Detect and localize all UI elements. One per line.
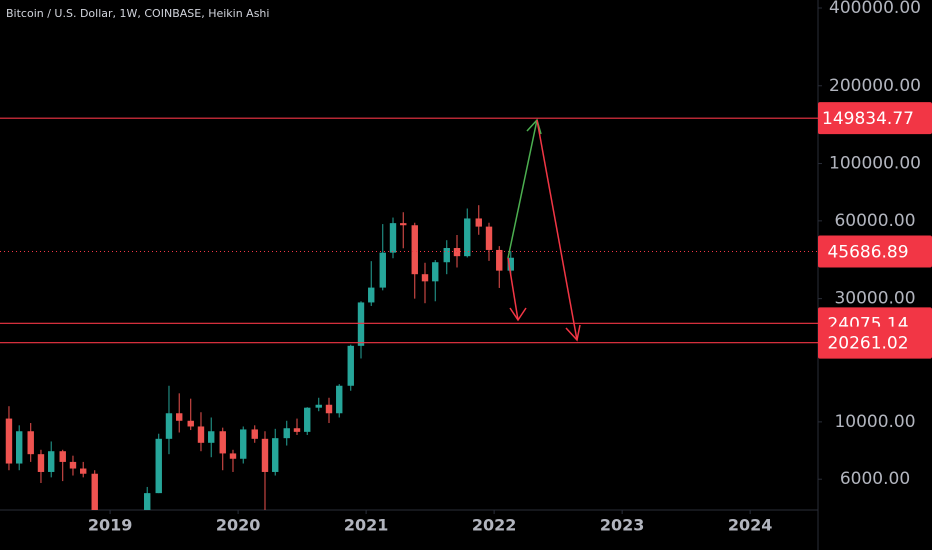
y-tick-label: 60000.00 <box>834 211 915 231</box>
price-label-box <box>818 235 932 268</box>
candle-body <box>144 493 151 510</box>
candle-body <box>240 429 247 459</box>
candle-body <box>219 431 226 454</box>
candle-body <box>443 248 450 263</box>
chart-title: Bitcoin / U.S. Dollar, 1W, COINBASE, Hei… <box>6 7 269 20</box>
candle-body <box>27 431 34 455</box>
arrow-down <box>536 119 578 341</box>
price-label: 149834.77 <box>822 109 914 129</box>
candle-body <box>16 431 23 464</box>
candle-body <box>5 418 13 464</box>
x-tick-label: 2022 <box>472 516 517 535</box>
candle-body <box>91 473 98 510</box>
candle-body <box>411 225 418 275</box>
candle-body <box>347 345 354 386</box>
candle-body <box>48 451 55 472</box>
candle-body <box>389 223 397 253</box>
candle-body <box>453 248 461 257</box>
candle-body <box>187 420 194 427</box>
candle-body <box>59 451 66 462</box>
price-label: 45686.89 <box>827 242 908 262</box>
candle-body <box>379 252 386 288</box>
arrow-down <box>507 257 519 321</box>
y-tick-label: 400000.00 <box>829 0 921 18</box>
y-axis: 6000.0010000.0020000.0030000.0060000.001… <box>88 0 921 535</box>
candle-body <box>421 274 429 282</box>
y-tick-label: 100000.00 <box>829 154 921 174</box>
projection-arrows <box>507 118 581 342</box>
candle-body <box>272 438 279 472</box>
candle-body <box>229 453 237 459</box>
candle-body <box>432 262 439 282</box>
candle-body <box>315 404 322 408</box>
candle-body <box>293 428 301 432</box>
candle-body <box>176 413 183 421</box>
y-tick-label: 200000.00 <box>829 76 921 96</box>
arrow-up <box>507 119 538 259</box>
x-tick-label: 2021 <box>344 516 389 535</box>
candle-body <box>464 218 471 257</box>
candles <box>5 205 514 510</box>
candle-body <box>80 468 87 474</box>
candle-body <box>357 302 365 346</box>
x-tick-label: 2024 <box>728 516 773 535</box>
price-label-box <box>818 326 932 359</box>
y-tick-label: 30000.00 <box>834 289 915 309</box>
candle-body <box>400 223 407 226</box>
candle-body <box>261 438 269 472</box>
candle-body <box>304 407 311 432</box>
candle-body <box>475 218 482 227</box>
x-tick-label: 2023 <box>600 516 645 535</box>
candle-body <box>208 431 215 443</box>
arrow-head <box>509 307 527 322</box>
candle-body <box>496 249 503 271</box>
y-tick-label: 6000.00 <box>840 469 910 489</box>
candle-body <box>283 428 290 439</box>
price-label: 20261.02 <box>827 334 908 354</box>
x-tick-label: 2019 <box>88 516 133 535</box>
candle-body <box>485 226 493 250</box>
candle-body <box>336 385 343 414</box>
candle-body <box>155 438 162 494</box>
candle-body <box>507 257 514 271</box>
x-tick-label: 2020 <box>216 516 261 535</box>
candle-body <box>251 429 258 439</box>
arrow-head <box>565 324 581 342</box>
price-label-box <box>818 102 932 135</box>
candle-body <box>368 287 375 303</box>
y-tick-label: 10000.00 <box>834 412 915 432</box>
candle-body <box>69 461 77 469</box>
candle-body <box>325 404 333 414</box>
candle-body <box>37 454 45 472</box>
candle-body <box>197 426 205 443</box>
candle-body <box>165 413 173 439</box>
